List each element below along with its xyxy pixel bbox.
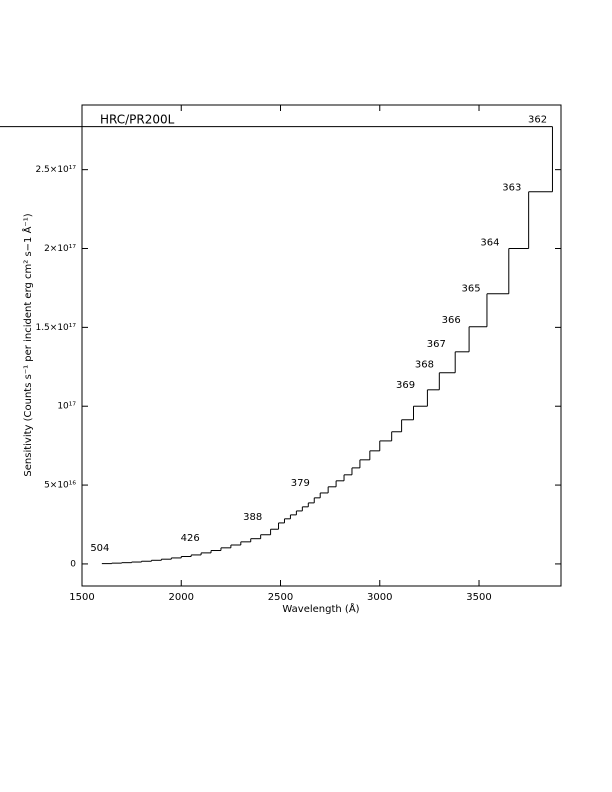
annotation: 388	[243, 512, 262, 523]
annotation: 362	[528, 115, 547, 126]
y-tick-label: 10¹⁷	[57, 402, 76, 412]
annotation: 426	[181, 533, 200, 544]
x-tick-label: 3000	[367, 592, 392, 603]
y-tick-label: 0	[70, 559, 76, 569]
annotation: 366	[442, 315, 461, 326]
y-tick-label: 1.5×10¹⁷	[35, 323, 76, 333]
chart-title: HRC/PR200L	[100, 113, 175, 127]
annotation: 368	[415, 360, 434, 371]
x-tick-label: 2500	[268, 592, 293, 603]
x-tick-label: 3500	[466, 592, 491, 603]
annotation: 365	[462, 284, 481, 295]
x-tick-label: 1500	[69, 592, 94, 603]
annotation: 367	[427, 339, 446, 350]
y-tick-label: 2×10¹⁷	[44, 244, 76, 254]
x-tick-label: 2000	[169, 592, 194, 603]
x-axis-label: Wavelength (Å)	[282, 602, 359, 615]
annotation: 363	[502, 183, 521, 194]
y-tick-label: 2.5×10¹⁷	[35, 165, 76, 175]
plot-frame	[81, 104, 562, 587]
y-tick-label: 5×10¹⁶	[44, 481, 76, 491]
y-axis-label: Sensitivity (Counts s⁻¹ per incident erg…	[21, 213, 34, 476]
annotation: 379	[291, 478, 310, 489]
annotation: 504	[90, 543, 109, 554]
annotation: 364	[480, 238, 499, 249]
annotation: 369	[396, 380, 415, 391]
